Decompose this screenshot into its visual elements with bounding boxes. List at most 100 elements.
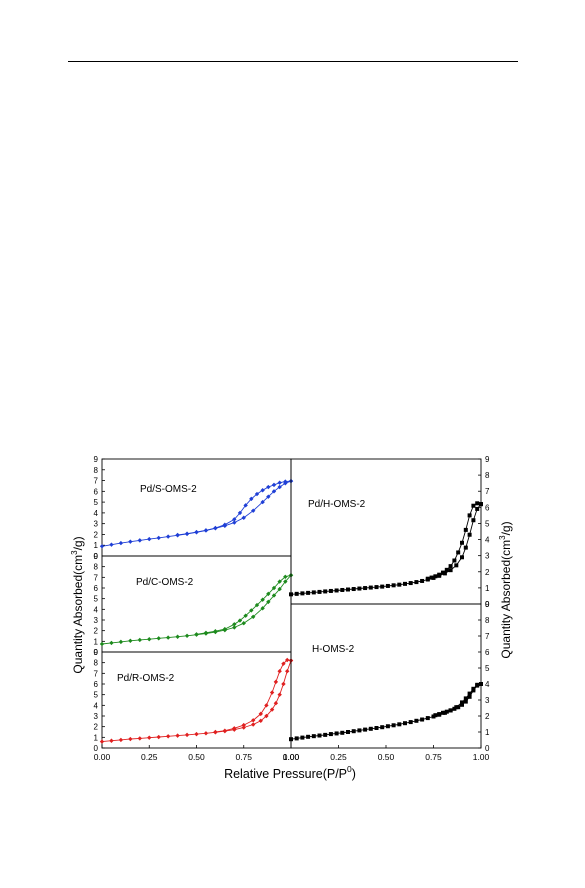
data-point [165, 734, 171, 739]
data-point [374, 585, 379, 590]
data-point [147, 536, 152, 542]
data-point [194, 731, 199, 737]
data-point [99, 544, 105, 549]
data-point [222, 626, 228, 632]
panel-label: Pd/S-OMS-2 [140, 484, 197, 495]
data-point [271, 482, 277, 488]
data-point [254, 491, 260, 497]
panel-frame [290, 458, 482, 605]
y-tick-label: 1 [485, 584, 490, 593]
data-point [340, 587, 345, 592]
y-tick-label: 2 [94, 627, 99, 636]
data-point [448, 568, 453, 573]
data-point [254, 602, 260, 608]
y-tick-label: 7 [94, 573, 99, 582]
data-point [397, 722, 402, 727]
y-tick-label: 6 [94, 584, 99, 593]
data-point [357, 728, 362, 733]
data-point [456, 705, 461, 710]
data-point [380, 584, 385, 589]
data-point [403, 581, 407, 586]
data-point [184, 732, 190, 738]
data-point [118, 737, 124, 743]
data-point [258, 711, 263, 717]
data-point [281, 661, 286, 666]
y-tick-label: 5 [485, 519, 490, 528]
data-point [475, 501, 480, 506]
data-point [294, 591, 299, 596]
data-point [266, 599, 271, 605]
data-point [285, 669, 290, 674]
data-point [249, 608, 254, 613]
y-tick-label: 4 [485, 680, 490, 689]
panel-label: Pd/R-OMS-2 [117, 673, 175, 684]
data-point [437, 572, 442, 577]
data-point [385, 724, 390, 729]
data-point [479, 682, 483, 686]
y-tick-label: 8 [94, 466, 99, 475]
data-point [467, 532, 472, 537]
panel-label: Pd/H-OMS-2 [308, 499, 366, 510]
y-tick-label: 0 [485, 744, 490, 753]
data-point [128, 638, 133, 643]
y-tick-label: 4 [485, 536, 490, 545]
data-point [232, 622, 237, 627]
data-point [273, 701, 279, 706]
page-header-rule [68, 61, 518, 62]
data-point [334, 731, 339, 736]
data-point [222, 522, 228, 527]
x-tick-label: 0.25 [141, 752, 158, 762]
y-tick-label: 5 [485, 664, 490, 673]
panel-pd-h-oms-2: 0 1 2 3 4 5 6 7 8 9 Pd/H-OMS-2 [289, 455, 490, 609]
data-point [241, 725, 246, 730]
data-point [241, 515, 246, 520]
y-tick-label: 7 [94, 477, 99, 486]
data-point [271, 585, 277, 591]
y-tick-label: 6 [485, 503, 490, 512]
data-point [260, 488, 265, 493]
y-tick-label: 3 [485, 552, 490, 561]
data-point [137, 538, 142, 543]
data-point [463, 545, 468, 550]
data-point [463, 527, 468, 532]
data-point [266, 494, 271, 499]
data-point [454, 563, 459, 568]
data-point [414, 580, 419, 585]
y-tick-label: 7 [485, 632, 490, 641]
data-point [433, 574, 438, 579]
data-point [264, 703, 269, 708]
x-tick-label: 0.00 [94, 752, 111, 762]
data-point [385, 583, 390, 588]
data-point [414, 718, 419, 723]
data-point [277, 484, 282, 490]
data-point [441, 570, 445, 575]
data-point [306, 734, 311, 739]
data-point [251, 718, 256, 723]
data-point [429, 575, 434, 580]
data-point [260, 597, 265, 602]
data-point [241, 722, 246, 728]
panel-label: Pd/C-OMS-2 [136, 577, 194, 588]
data-point [294, 736, 299, 741]
y-tick-label: 0 [485, 600, 490, 609]
data-point [277, 669, 282, 674]
data-point [222, 728, 228, 733]
data-point [243, 503, 248, 508]
x-tick-label: 1.00 [473, 752, 490, 762]
data-point [460, 540, 464, 545]
data-point [277, 692, 282, 697]
data-point [408, 581, 413, 586]
y-tick-label: 9 [94, 648, 99, 657]
data-point [203, 528, 209, 533]
data-point [441, 710, 445, 715]
y-tick-label: 2 [485, 712, 490, 721]
data-point [241, 621, 246, 626]
y-tick-label: 1 [94, 733, 99, 742]
data-point [175, 733, 180, 738]
data-point [232, 520, 237, 525]
data-point [251, 614, 256, 619]
data-point [184, 531, 190, 536]
data-point [128, 539, 133, 544]
data-point [448, 708, 453, 713]
data-point [156, 734, 161, 740]
